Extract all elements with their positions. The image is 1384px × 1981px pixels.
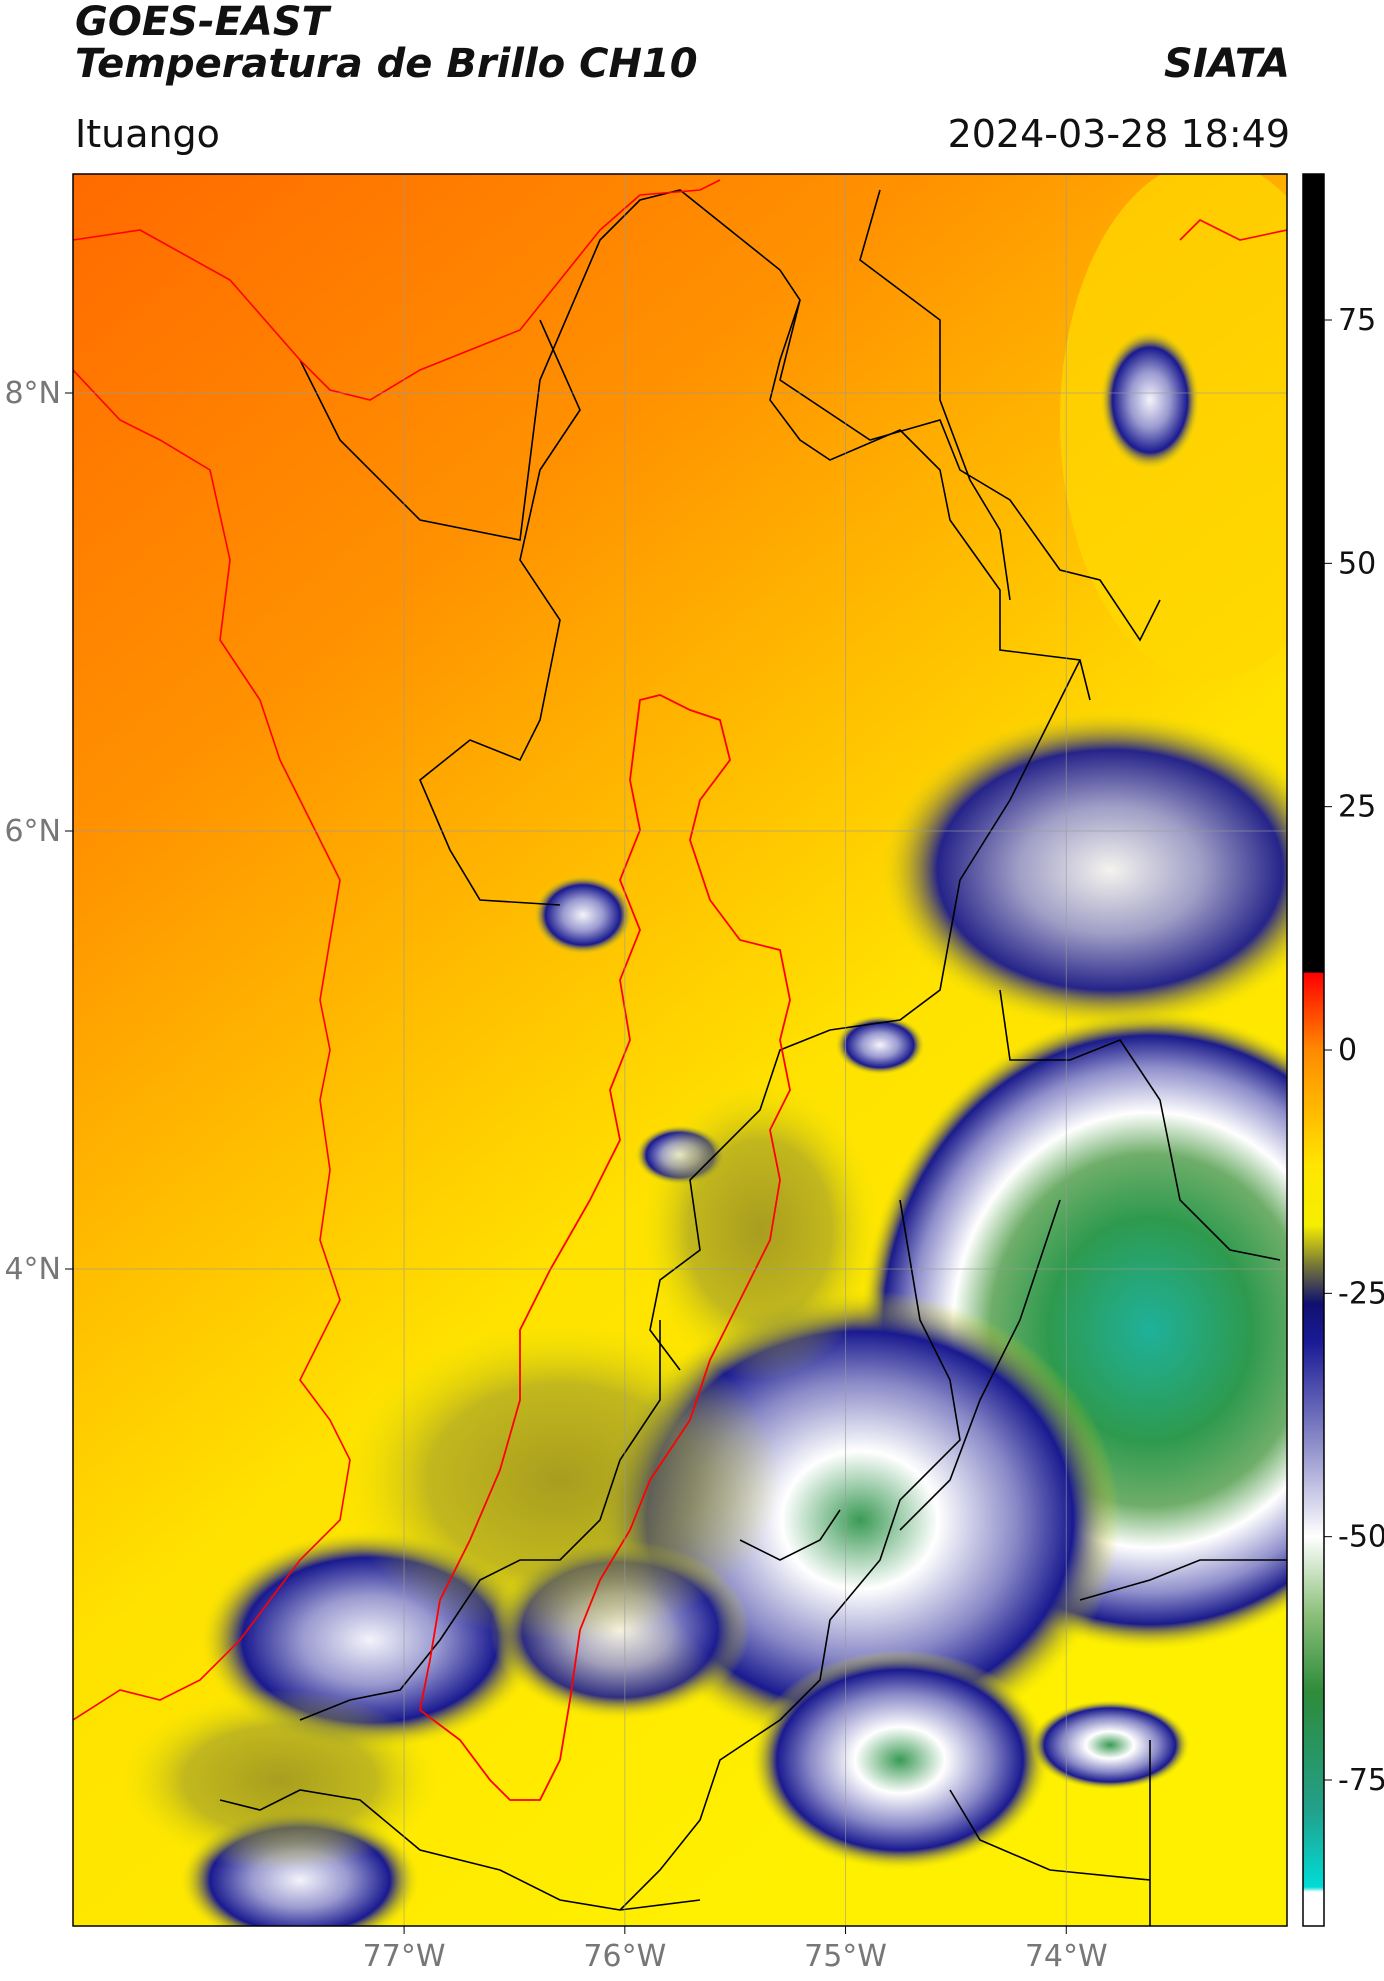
satellite-title: GOES-EAST [75,0,329,45]
brand-label: SIATA [1164,41,1290,87]
x-tick-label-2: 75°W [804,1939,887,1974]
cold-cloud-north [1100,330,1200,470]
coastline-caribbean-east [1179,219,1287,241]
cold-cloud-northeast [880,710,1287,1030]
x-axis-labels: 77°W 76°W 75°W 74°W [363,1926,1108,1974]
colorbar-tick-label-6: -75 [1338,1763,1384,1798]
colorbar-tick-label-4: -25 [1338,1276,1384,1311]
cold-cloud-south [750,1650,1050,1870]
border-line-tolima [619,1199,961,1911]
border-line-bolivar [859,189,1011,601]
border-line-huila2 [949,1789,1151,1881]
gridlines [73,174,1287,1926]
colorbar-tick-label-2: 25 [1338,790,1376,825]
colorbar-tick-label-5: -50 [1338,1520,1384,1555]
border-line-valle [299,1320,661,1721]
olive-cloud-west [340,1320,780,1640]
basin-outline-path [419,694,791,1801]
border-line-south-small [739,1509,841,1561]
x-tick-label-0: 77°W [363,1939,446,1974]
olive-cloud-southwest [120,1690,440,1870]
x-tick-label-3: 74°W [1025,1939,1108,1974]
coastline-pacific [73,369,351,1721]
colorbar-tick-labels: 75 50 25 0 -25 -50 -75 [1324,303,1384,1798]
border-line-cundinamarca [899,1199,1061,1531]
x-tick-label-1: 76°W [583,1939,666,1974]
border-line-meta [1079,1559,1287,1601]
coastline-north [73,179,721,401]
border-line-antioquia-west [419,319,581,906]
map-frame [72,173,1288,1927]
timestamp-label: 2024-03-28 18:49 [947,112,1290,156]
colorbar-tick-label-0: 75 [1338,303,1376,338]
basin-outline [419,694,791,1801]
brightness-temperature-field [73,174,1287,1926]
y-tick-label-0: 8°N [4,376,61,411]
colorbar-tick-label-1: 50 [1338,546,1376,581]
colorbar-tick-label-3: 0 [1338,1033,1357,1068]
border-line-cauca [219,1789,701,1911]
region-label: Ituango [75,112,220,156]
cold-cloud-mid [835,1015,925,1075]
y-tick-label-1: 6°N [4,814,61,849]
cold-cloud-southeast [1030,1700,1190,1790]
olive-cloud-central [640,1080,880,1380]
colorbar-fill [1303,174,1324,1926]
product-title: Temperatura de Brillo CH10 [75,41,698,87]
colorbar [1302,173,1325,1927]
y-tick-label-2: 4°N [4,1252,61,1287]
border-line-central [649,659,1081,1371]
cold-cloud-ituango [533,875,633,955]
border-line-boyaca [999,989,1281,1261]
y-axis-labels: 8°N 6°N 4°N [4,376,73,1287]
coastline [73,179,1287,1721]
